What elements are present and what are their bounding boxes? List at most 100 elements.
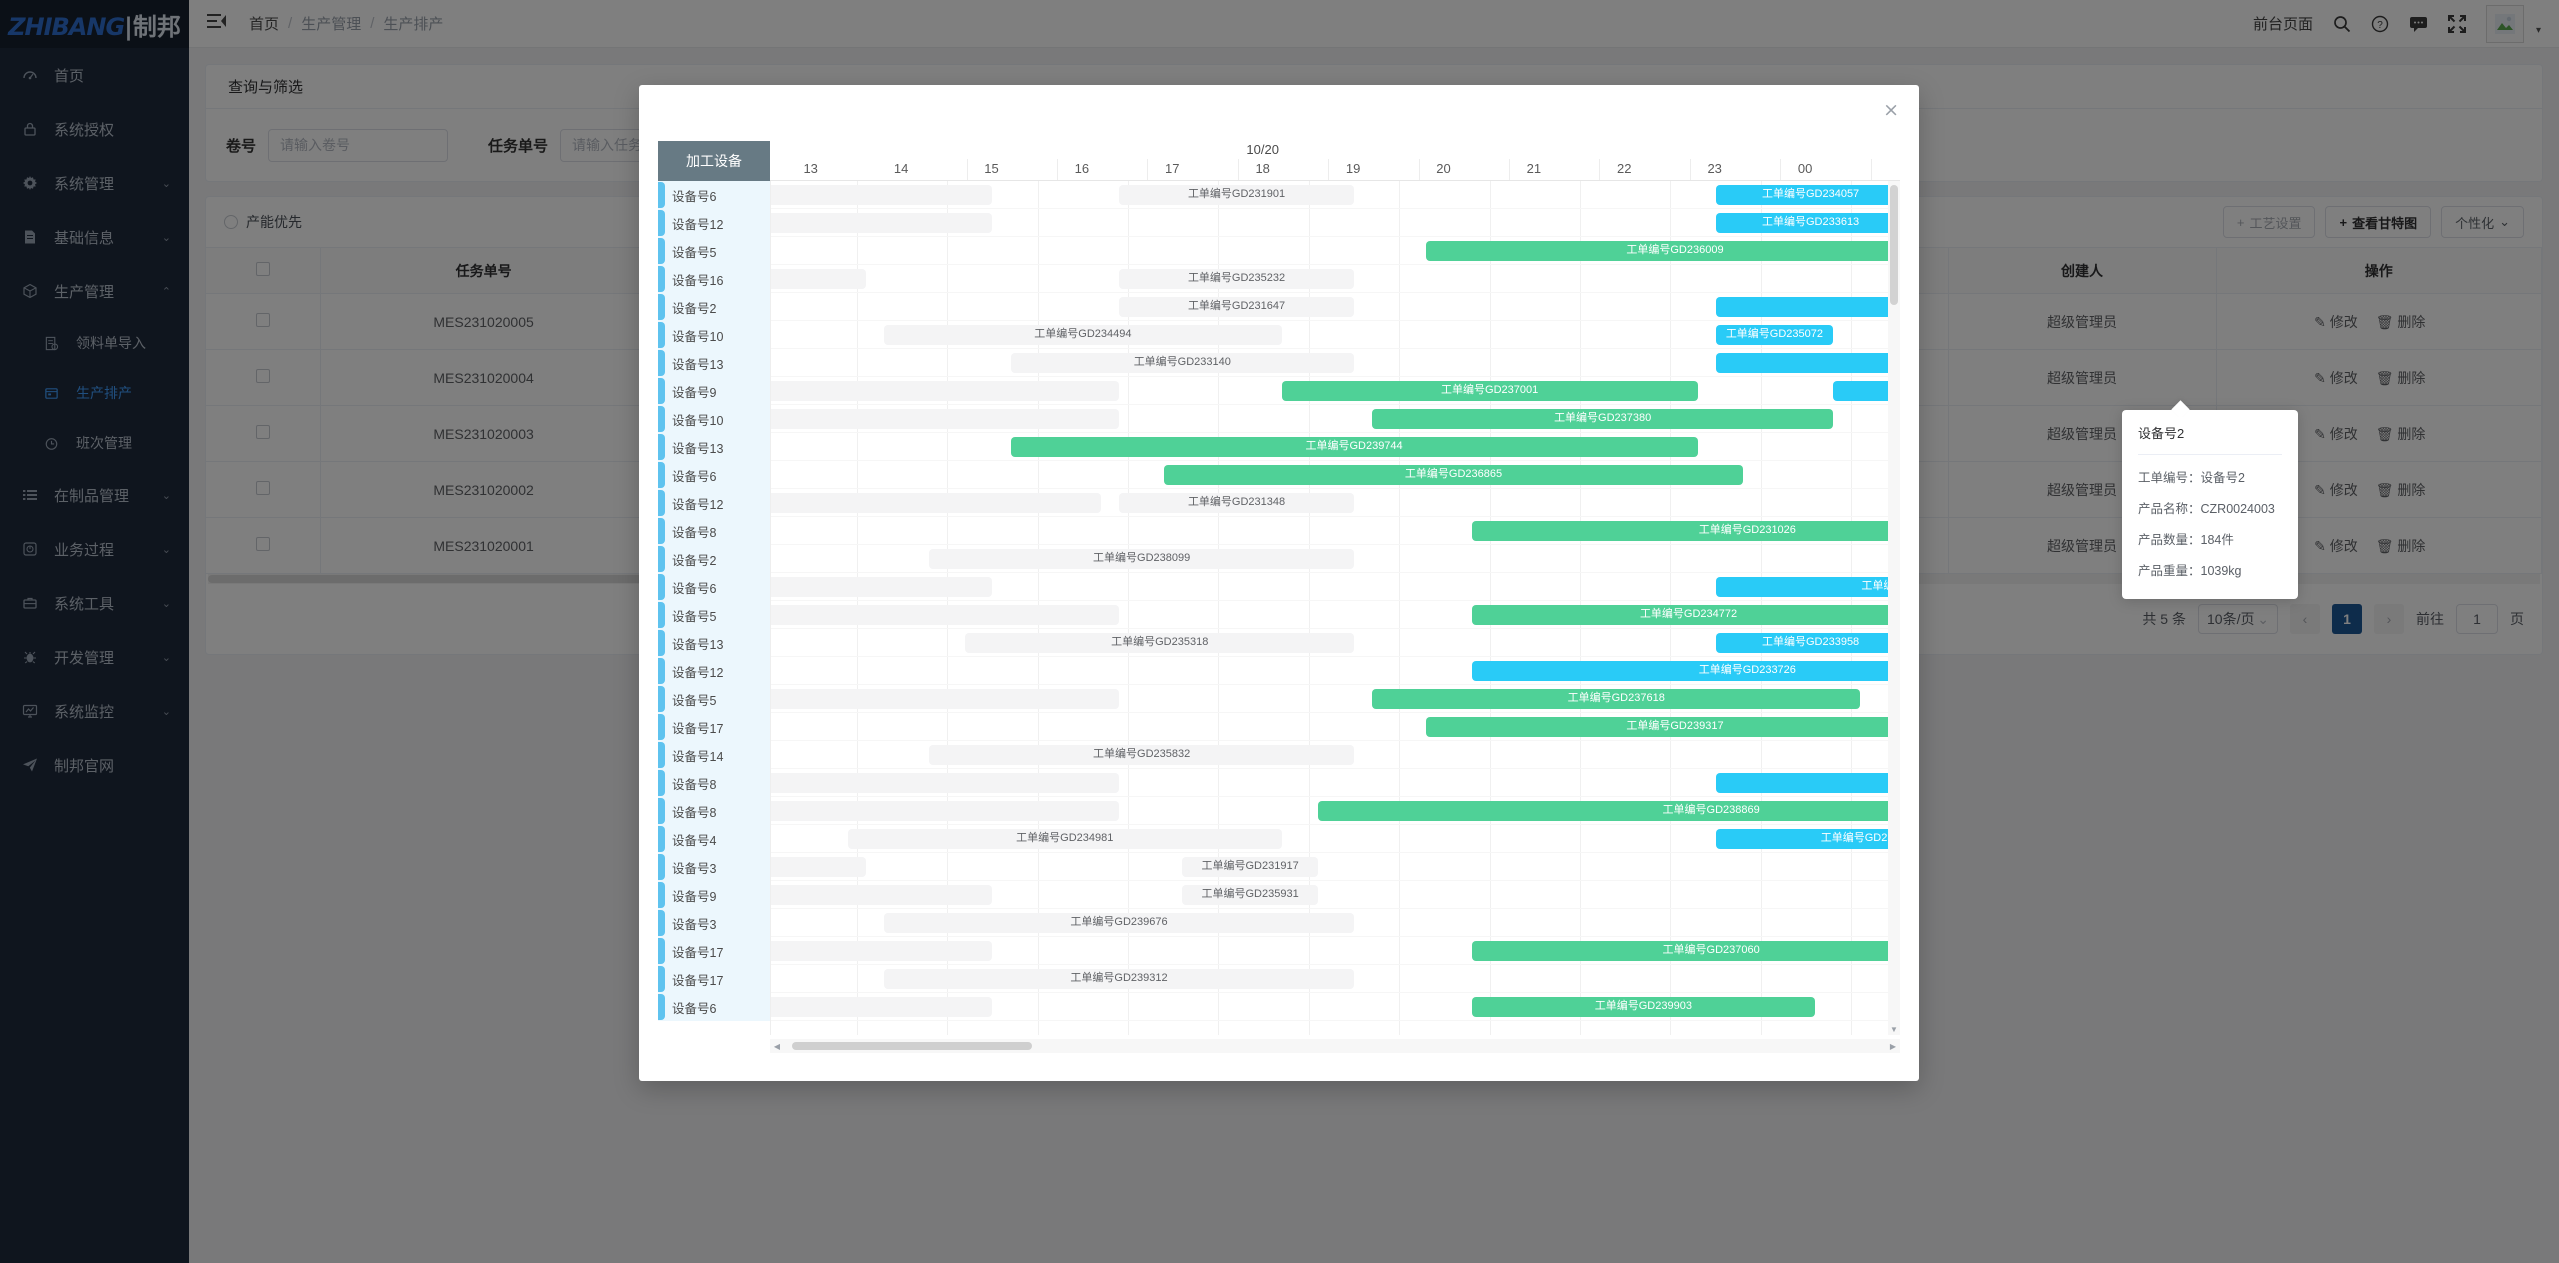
gantt-bar[interactable]: 工单编号GD234348 bbox=[1715, 829, 1900, 849]
gantt-device-label[interactable]: 设备号8 bbox=[658, 517, 770, 545]
gantt-corner-label: 加工设备 bbox=[658, 141, 770, 181]
gantt-row: 0 工单编号GD231901 工单编号GD234057 bbox=[771, 181, 1900, 209]
gantt-device-label[interactable]: 设备号8 bbox=[658, 769, 770, 797]
gantt-bar[interactable]: 工单编号GD239312 bbox=[884, 969, 1355, 989]
gantt-bar[interactable]: 工单编号GD235072 bbox=[1715, 325, 1834, 345]
axis-tick-17: 17 bbox=[1165, 161, 1180, 176]
gantt-device-label[interactable]: 设备号3 bbox=[658, 853, 770, 881]
gantt-device-label[interactable]: 设备号3 bbox=[658, 909, 770, 937]
gantt-bar[interactable]: 工单编号GD233613 bbox=[1715, 213, 1900, 233]
gantt-device-label[interactable]: 设备号12 bbox=[658, 657, 770, 685]
gantt-device-label[interactable]: 设备号5 bbox=[658, 685, 770, 713]
gantt-device-label[interactable]: 设备号2 bbox=[658, 293, 770, 321]
gantt-device-label[interactable]: 设备号2 bbox=[658, 545, 770, 573]
close-icon[interactable]: × bbox=[1883, 99, 1899, 121]
gantt-bar[interactable]: 工单编号GD238869 bbox=[1317, 801, 1900, 821]
gantt-device-label[interactable]: 设备号12 bbox=[658, 209, 770, 237]
tooltip-title: 设备号2 bbox=[2138, 426, 2185, 441]
gantt-bar[interactable] bbox=[771, 857, 866, 877]
gantt-bar[interactable]: 工单编号GD234057 bbox=[1715, 185, 1900, 205]
gantt-bar[interactable]: 工单编号GD239744 bbox=[1010, 437, 1698, 457]
gantt-device-label[interactable]: 设备号4 bbox=[658, 825, 770, 853]
gantt-bar[interactable]: 工单编号GD233958 bbox=[1715, 633, 1900, 653]
gantt-device-label[interactable]: 设备号17 bbox=[658, 965, 770, 993]
gantt-vertical-scrollbar[interactable]: ▲ ▼ bbox=[1888, 181, 1900, 1035]
gantt-horizontal-scrollbar[interactable]: ◀ ▶ bbox=[770, 1039, 1900, 1053]
gantt-bar[interactable]: 工单编号GD236009 bbox=[1426, 241, 1900, 261]
gantt-bar[interactable]: 工单编号GD239451 bbox=[1715, 773, 1900, 793]
gantt-bar[interactable]: 工单编号GD239903 bbox=[1471, 997, 1816, 1017]
gantt-device-label[interactable]: 设备号8 bbox=[658, 797, 770, 825]
gantt-device-label[interactable]: 设备号12 bbox=[658, 489, 770, 517]
gantt-device-label[interactable]: 设备号5 bbox=[658, 601, 770, 629]
gantt-bar[interactable]: 工单编号GD235232 bbox=[1119, 269, 1355, 289]
gantt-bar[interactable]: 0 bbox=[771, 185, 993, 205]
gantt-bar[interactable]: 工单编号GD234981 bbox=[847, 829, 1282, 849]
gantt-bar[interactable]: 工单编号GD233054 bbox=[771, 773, 1120, 793]
gantt-device-label[interactable]: 设备号14 bbox=[658, 741, 770, 769]
gantt-bar[interactable]: 工单编号GD235931 bbox=[1182, 885, 1318, 905]
gantt-bar[interactable]: 工单编号GD231026 bbox=[1471, 521, 1900, 541]
gantt-bar[interactable]: 工单编号GD233730 bbox=[1715, 353, 1900, 373]
gantt-bar[interactable]: 工单编号GD235318 bbox=[965, 633, 1355, 653]
gantt-bar[interactable]: 工单编号GD237380 bbox=[1372, 409, 1834, 429]
gantt-bar[interactable]: 工单编号GD237001 bbox=[1281, 381, 1698, 401]
gantt-device-label[interactable]: 设备号13 bbox=[658, 349, 770, 377]
gantt-bar[interactable]: 工单编号GD235832 bbox=[929, 745, 1355, 765]
gantt-bar[interactable]: 工单编号GD231348 bbox=[1119, 493, 1355, 513]
axis-tick-15: 15 bbox=[984, 161, 999, 176]
gantt-bar[interactable]: 工单编号GD237710 bbox=[771, 409, 1120, 429]
gantt-bar[interactable]: 工单编号GD236865 bbox=[1164, 465, 1743, 485]
gantt-bar[interactable]: 工单编号GD231692 bbox=[771, 801, 1120, 821]
gantt-bar[interactable]: 工单编号GD231901 bbox=[1119, 185, 1355, 205]
gantt-bar[interactable]: 工单编号GD239211 bbox=[771, 605, 1120, 625]
gantt-bar[interactable]: 工单编号GD231811 bbox=[1833, 381, 1900, 401]
gantt-bar[interactable]: 工单编号GD233774 bbox=[771, 941, 993, 961]
scrollbar-thumb[interactable] bbox=[1890, 185, 1898, 305]
gantt-device-label[interactable]: 设备号6 bbox=[658, 993, 770, 1021]
gantt-device-label[interactable]: 设备号17 bbox=[658, 713, 770, 741]
gantt-row: 工单编号GD236009 bbox=[771, 237, 1900, 265]
gantt-bar[interactable]: 工单编号GD234494 bbox=[884, 325, 1282, 345]
gantt-bar[interactable]: 工单编号GD238099 bbox=[929, 549, 1355, 569]
gantt-device-label[interactable]: 设备号5 bbox=[658, 237, 770, 265]
gantt-device-label[interactable]: 设备号6 bbox=[658, 181, 770, 209]
gantt-bar[interactable]: 工单编号GD232994 bbox=[771, 577, 993, 597]
gantt-bar[interactable]: 工单编号GD238113 bbox=[771, 997, 993, 1017]
scroll-down-icon[interactable]: ▼ bbox=[1890, 1024, 1898, 1034]
gantt-device-label[interactable]: 设备号6 bbox=[658, 461, 770, 489]
gantt-bar[interactable]: 工单编号GD233726 bbox=[1471, 661, 1900, 681]
gantt-device-label[interactable]: 设备号10 bbox=[658, 405, 770, 433]
gantt-device-label[interactable]: 设备号9 bbox=[658, 377, 770, 405]
gantt-device-label[interactable]: 设备号10 bbox=[658, 321, 770, 349]
gantt-bar[interactable]: 工单编号GD237060 bbox=[1471, 941, 1900, 961]
scroll-left-icon[interactable]: ◀ bbox=[773, 1041, 781, 1051]
gantt-bar[interactable] bbox=[771, 269, 866, 289]
gantt-bar[interactable]: 工单编号GD233140 bbox=[1010, 353, 1355, 373]
scroll-right-icon[interactable]: ▶ bbox=[1889, 1041, 1897, 1051]
gantt-bar[interactable]: 工单编号GD239167 bbox=[771, 381, 1120, 401]
gantt-bar[interactable]: 工单编号GD238941 bbox=[771, 689, 1120, 709]
gantt-bar[interactable]: 工单编号GD238252 bbox=[771, 213, 993, 233]
gantt-bar[interactable]: 工单编号GD231647 bbox=[1119, 297, 1355, 317]
gantt-bar[interactable]: 工单编号GD239676 bbox=[884, 913, 1355, 933]
gantt-bar[interactable]: 工单编号GD231917 bbox=[1182, 857, 1318, 877]
gantt-device-label[interactable]: 设备号17 bbox=[658, 937, 770, 965]
gantt-chart: 加工设备 13 14 15 16 17 18 19 20 21 22 23 00 10/20 设备号6 设… bbox=[658, 141, 1900, 1053]
gantt-bar[interactable]: 5 bbox=[771, 885, 993, 905]
gantt-device-label[interactable]: 设备号13 bbox=[658, 629, 770, 657]
gantt-device-label[interactable]: 设备号6 bbox=[658, 573, 770, 601]
gantt-device-label[interactable]: 设备号9 bbox=[658, 881, 770, 909]
scrollbar-thumb[interactable] bbox=[792, 1042, 1032, 1050]
gantt-header: 加工设备 13 14 15 16 17 18 19 20 21 22 23 00 10/20 bbox=[658, 141, 1900, 181]
device-label-text: 设备号5 bbox=[672, 609, 717, 624]
gantt-bar[interactable]: 工单编号GD239317 bbox=[1426, 717, 1900, 737]
gantt-bar[interactable]: 工单编号GD237618 bbox=[1372, 689, 1861, 709]
gantt-bar[interactable]: 工单编号GD234772 bbox=[1471, 605, 1900, 625]
device-label-text: 设备号6 bbox=[672, 189, 717, 204]
gantt-device-label[interactable]: 设备号16 bbox=[658, 265, 770, 293]
gantt-device-label[interactable]: 设备号13 bbox=[658, 433, 770, 461]
gantt-bar[interactable]: 工单编号GD239446 bbox=[1715, 577, 1900, 597]
gantt-bar[interactable]: 工单编号GD236020 bbox=[771, 493, 1101, 513]
gantt-bar[interactable]: 工单编号GD234270 bbox=[1715, 297, 1900, 317]
